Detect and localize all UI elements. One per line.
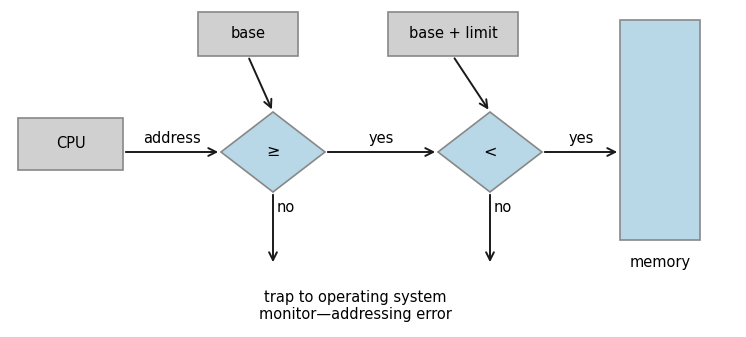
Text: memory: memory: [630, 254, 691, 270]
Polygon shape: [438, 112, 542, 192]
Bar: [198, 12, 298, 56]
Text: base + limit: base + limit: [409, 27, 498, 41]
Text: yes: yes: [568, 131, 594, 146]
Text: <: <: [483, 145, 497, 159]
Text: base: base: [231, 27, 266, 41]
Text: no: no: [494, 200, 513, 215]
Text: no: no: [277, 200, 295, 215]
Text: yes: yes: [369, 131, 394, 146]
Text: trap to operating system
monitor—addressing error: trap to operating system monitor—address…: [259, 290, 451, 323]
Bar: [18, 118, 123, 170]
Bar: [388, 12, 518, 56]
Text: address: address: [143, 131, 201, 146]
Polygon shape: [221, 112, 325, 192]
Text: CPU: CPU: [56, 136, 85, 152]
Text: ≥: ≥: [266, 145, 280, 159]
Bar: [620, 20, 700, 240]
